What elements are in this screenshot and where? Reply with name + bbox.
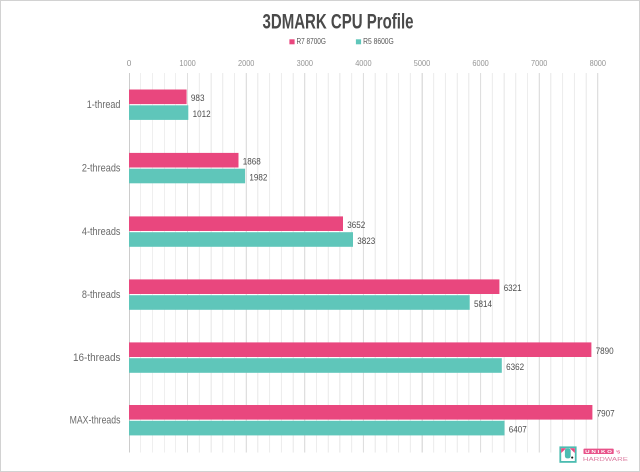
svg-text:MAX-threads: MAX-threads bbox=[70, 414, 121, 426]
svg-text:1868: 1868 bbox=[243, 157, 261, 167]
svg-text:4000: 4000 bbox=[355, 58, 372, 68]
svg-text:6000: 6000 bbox=[472, 58, 489, 68]
svg-text:7890: 7890 bbox=[596, 346, 614, 356]
svg-text:5000: 5000 bbox=[414, 58, 431, 68]
svg-text:983: 983 bbox=[191, 93, 205, 103]
svg-text:U N I K O: U N I K O bbox=[585, 449, 613, 454]
svg-text:8-threads: 8-threads bbox=[82, 289, 121, 301]
svg-text:7000: 7000 bbox=[531, 58, 548, 68]
svg-text:R5 8600G: R5 8600G bbox=[363, 37, 394, 46]
svg-text:5814: 5814 bbox=[474, 299, 492, 309]
svg-text:0: 0 bbox=[127, 58, 132, 68]
svg-text:1012: 1012 bbox=[193, 109, 211, 119]
svg-text:8000: 8000 bbox=[590, 58, 607, 68]
svg-text:1-thread: 1-thread bbox=[87, 99, 121, 111]
svg-text:HARDWARE: HARDWARE bbox=[583, 457, 629, 463]
svg-text:6362: 6362 bbox=[506, 362, 524, 372]
svg-text:1982: 1982 bbox=[249, 172, 267, 182]
svg-text:1000: 1000 bbox=[179, 58, 196, 68]
svg-text:3652: 3652 bbox=[347, 220, 365, 230]
svg-text:3DMARK CPU Profile: 3DMARK CPU Profile bbox=[263, 11, 414, 34]
svg-text:3823: 3823 bbox=[357, 236, 375, 246]
svg-text:16-threads: 16-threads bbox=[73, 352, 121, 364]
svg-text:2-threads: 2-threads bbox=[82, 162, 121, 174]
svg-text:3000: 3000 bbox=[297, 58, 314, 68]
svg-text:6407: 6407 bbox=[509, 424, 527, 434]
svg-text:7907: 7907 bbox=[597, 409, 615, 419]
svg-text:4-threads: 4-threads bbox=[82, 226, 121, 238]
svg-text:'S: 'S bbox=[616, 449, 621, 455]
svg-text:R7 8700G: R7 8700G bbox=[297, 37, 326, 46]
svg-text:2000: 2000 bbox=[238, 58, 255, 68]
svg-text:6321: 6321 bbox=[504, 283, 522, 293]
